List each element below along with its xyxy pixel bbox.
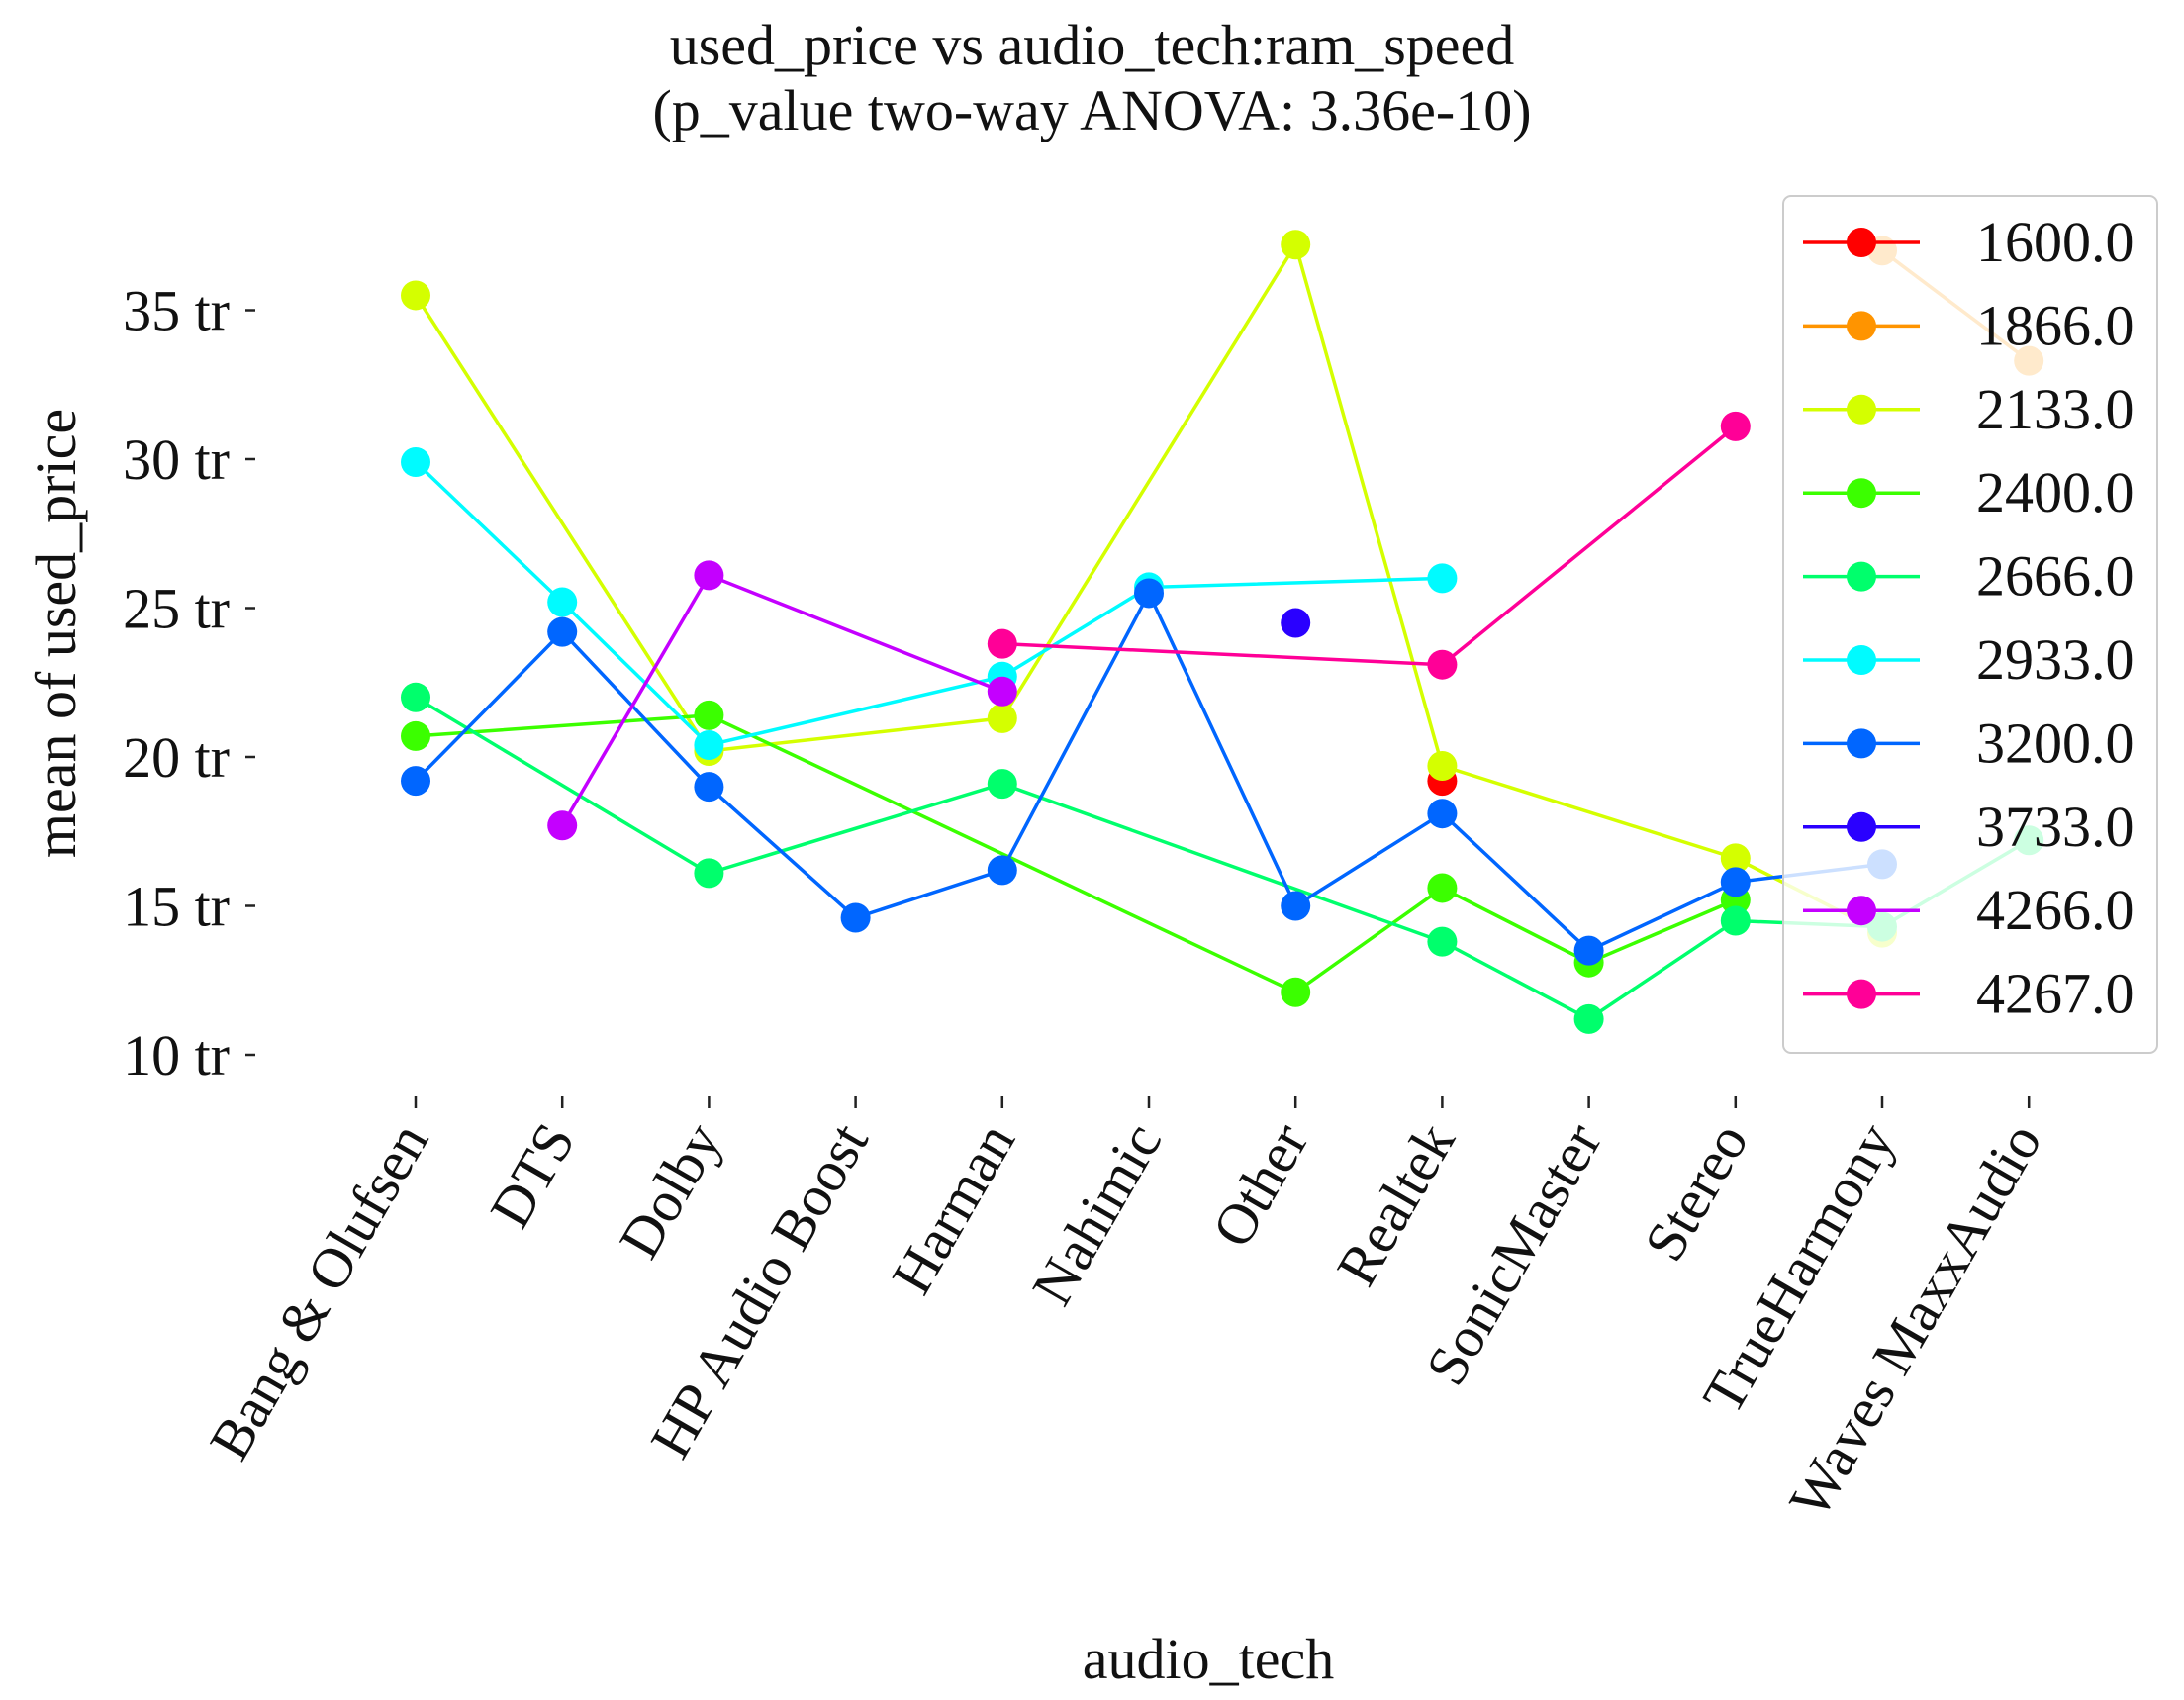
data-point-3200.0 bbox=[840, 902, 871, 933]
x-tick-label: Other bbox=[1199, 1112, 1320, 1258]
legend-label: 2133.0 bbox=[1976, 377, 2135, 441]
legend-marker bbox=[1847, 896, 1876, 926]
data-point-2666.0 bbox=[694, 858, 724, 889]
x-axis-label: audio_tech bbox=[1083, 1627, 1334, 1691]
y-axis: 10 tr 15 tr 20 tr 25 tr 30 tr 35 tr bbox=[123, 279, 255, 1087]
legend-label: 2933.0 bbox=[1976, 627, 2135, 692]
data-point-2933.0 bbox=[1427, 563, 1458, 594]
y-tick-label: 30 tr bbox=[123, 427, 230, 492]
data-point-3200.0 bbox=[547, 616, 578, 647]
x-tick-label: Harman bbox=[879, 1112, 1027, 1304]
data-point-3200.0 bbox=[694, 772, 724, 803]
data-point-4266.0 bbox=[987, 676, 1017, 707]
legend-label: 2666.0 bbox=[1976, 544, 2135, 609]
legend-label: 4266.0 bbox=[1976, 878, 2135, 942]
legend-label: 1600.0 bbox=[1976, 210, 2135, 274]
data-point-3200.0 bbox=[1134, 578, 1164, 609]
legend-label: 1866.0 bbox=[1976, 293, 2135, 357]
y-tick-label: 20 tr bbox=[123, 725, 230, 790]
data-point-2133.0 bbox=[401, 280, 430, 311]
y-tick-label: 15 tr bbox=[123, 875, 230, 939]
series-line-2400.0 bbox=[415, 713, 1737, 994]
data-point-3200.0 bbox=[1720, 867, 1751, 897]
data-point-3200.0 bbox=[1281, 891, 1311, 921]
data-point-2666.0 bbox=[987, 769, 1017, 800]
data-point-4266.0 bbox=[547, 810, 578, 841]
data-point-4267.0 bbox=[1720, 411, 1751, 441]
data-point-2133.0 bbox=[1427, 751, 1458, 782]
legend-label: 2400.0 bbox=[1976, 460, 2135, 524]
y-tick-label: 35 tr bbox=[123, 279, 230, 343]
x-tick-label: Bang & Olufsen bbox=[197, 1112, 440, 1470]
data-point-2133.0 bbox=[1720, 843, 1751, 874]
data-point-2933.0 bbox=[547, 587, 578, 617]
x-tick-label: Nahimic bbox=[1019, 1112, 1174, 1315]
series-line-3200.0 bbox=[414, 589, 1883, 953]
data-point-3200.0 bbox=[1427, 799, 1458, 829]
data-point-2400.0 bbox=[1427, 873, 1458, 903]
x-tick-label: Stereo bbox=[1632, 1112, 1760, 1272]
data-point-2666.0 bbox=[1573, 1003, 1604, 1034]
series-line-4267.0 bbox=[1001, 425, 1737, 667]
legend-marker bbox=[1847, 811, 1876, 842]
legend-label: 3733.0 bbox=[1976, 795, 2135, 859]
chart-subtitle: (p_value two-way ANOVA: 3.36e-10) bbox=[652, 78, 1532, 142]
data-point-2666.0 bbox=[1720, 905, 1751, 936]
x-tick-label: Realtek bbox=[1324, 1112, 1468, 1296]
data-point-2400.0 bbox=[1281, 977, 1311, 1007]
legend-marker bbox=[1847, 561, 1876, 592]
legend-label: 3200.0 bbox=[1976, 710, 2135, 775]
data-point-4266.0 bbox=[694, 560, 724, 591]
legend-label: 4267.0 bbox=[1976, 962, 2135, 1026]
data-point-2133.0 bbox=[987, 703, 1017, 733]
y-axis-label: mean of used_price bbox=[24, 409, 88, 858]
data-point-2400.0 bbox=[401, 720, 430, 751]
x-tick-label: DTS bbox=[477, 1112, 587, 1238]
legend-marker bbox=[1847, 394, 1876, 425]
data-point-4267.0 bbox=[1427, 649, 1458, 680]
data-point-2666.0 bbox=[401, 682, 430, 712]
legend-marker bbox=[1847, 728, 1876, 759]
x-tick-label: Dolby bbox=[607, 1112, 734, 1269]
data-point-2400.0 bbox=[694, 700, 724, 730]
data-point-2933.0 bbox=[694, 729, 724, 760]
data-point-2933.0 bbox=[401, 447, 430, 478]
legend-marker bbox=[1847, 311, 1876, 341]
legend-marker bbox=[1847, 979, 1876, 1009]
data-point-2133.0 bbox=[1281, 230, 1311, 260]
legend-marker bbox=[1847, 645, 1876, 675]
data-point-3200.0 bbox=[1573, 935, 1604, 966]
y-tick-label: 10 tr bbox=[123, 1023, 230, 1087]
chart-title: used_price vs audio_tech:ram_speed bbox=[669, 13, 1515, 77]
data-point-3733.0 bbox=[1281, 608, 1311, 638]
y-tick-label: 25 tr bbox=[123, 577, 230, 641]
data-point-3200.0 bbox=[401, 766, 430, 797]
legend-marker bbox=[1847, 228, 1876, 257]
series-line-2933.0 bbox=[414, 460, 1443, 747]
legend: 1600.0 1866.0 2133.0 2400.0 2666.0 2933.0 3200… bbox=[1782, 195, 2158, 1054]
data-point-2666.0 bbox=[1427, 926, 1458, 957]
legend-marker bbox=[1847, 478, 1876, 509]
data-point-4267.0 bbox=[987, 628, 1017, 659]
data-point-3200.0 bbox=[987, 855, 1017, 886]
